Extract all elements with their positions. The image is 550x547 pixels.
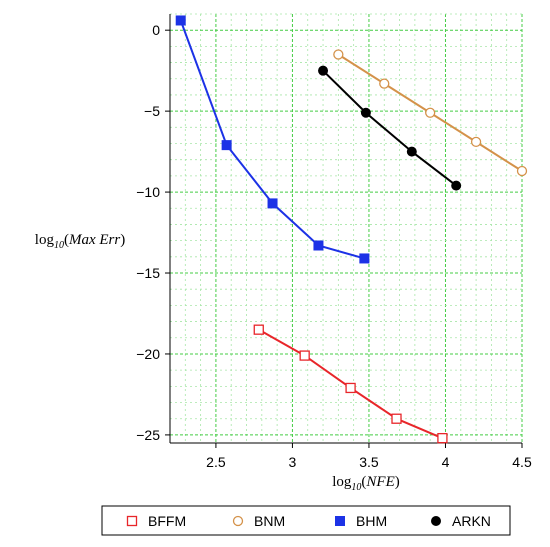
data-point-bhm xyxy=(175,15,186,26)
data-point-bnm xyxy=(333,49,344,60)
grid xyxy=(170,13,523,443)
data-point-bnm xyxy=(470,136,482,148)
data-point-arkn xyxy=(360,107,371,118)
data-point-bffm xyxy=(299,350,310,361)
series-bffm xyxy=(253,324,448,444)
data-point-arkn xyxy=(406,146,417,157)
x-tick-label: 4.5 xyxy=(512,454,532,470)
data-point-bhm xyxy=(359,253,370,264)
y-tick-label: −5 xyxy=(144,103,160,119)
data-point-bffm xyxy=(253,324,264,335)
y-tick-label: −20 xyxy=(136,346,160,362)
ticks: 2.5 3 3.5 4 4.5 0 −5 −10 −15 −20 −25 xyxy=(136,22,532,470)
axes xyxy=(169,14,522,444)
legend-label-bnm: BNM xyxy=(254,513,285,529)
legend-marker-bffm xyxy=(126,515,138,527)
legend-label-bhm: BHM xyxy=(356,513,387,529)
data-point-bffm xyxy=(345,382,356,394)
series-bnm xyxy=(333,49,528,177)
legend-label-arkn: ARKN xyxy=(452,513,491,529)
series-bhm xyxy=(175,15,370,264)
series-arkn xyxy=(318,65,462,191)
data-point-bnm xyxy=(516,165,528,177)
data-point-bffm xyxy=(437,432,448,444)
data-point-bhm xyxy=(267,198,278,209)
x-tick-label: 3 xyxy=(289,454,297,470)
x-axis-label: log10(NFE) xyxy=(332,474,400,493)
data-point-bnm xyxy=(379,78,390,89)
data-point-arkn xyxy=(451,180,462,191)
y-tick-label: −10 xyxy=(136,184,160,200)
data-point-bnm xyxy=(425,107,436,118)
data-point-bhm xyxy=(313,240,324,251)
series-line-arkn xyxy=(322,69,457,187)
legend-marker-bhm xyxy=(335,516,345,526)
data-point-bffm xyxy=(391,413,402,424)
legend: BFFM BNM BHM ARKN xyxy=(101,505,511,536)
series-layer xyxy=(175,15,528,444)
data-point-arkn xyxy=(318,65,329,76)
x-tick-label: 4 xyxy=(442,454,450,470)
x-tick-label: 2.5 xyxy=(206,454,226,470)
y-tick-label: −25 xyxy=(136,427,160,443)
legend-label-bffm: BFFM xyxy=(148,513,186,529)
y-tick-label: −15 xyxy=(136,265,160,281)
legend-marker-bnm xyxy=(232,515,244,527)
x-tick-label: 3.5 xyxy=(359,454,379,470)
data-point-bhm xyxy=(221,140,232,151)
legend-marker-arkn xyxy=(431,516,441,526)
legend-box xyxy=(101,505,511,536)
y-tick-label: 0 xyxy=(152,22,160,38)
y-axis-label: log10(Max Err) xyxy=(35,232,125,251)
